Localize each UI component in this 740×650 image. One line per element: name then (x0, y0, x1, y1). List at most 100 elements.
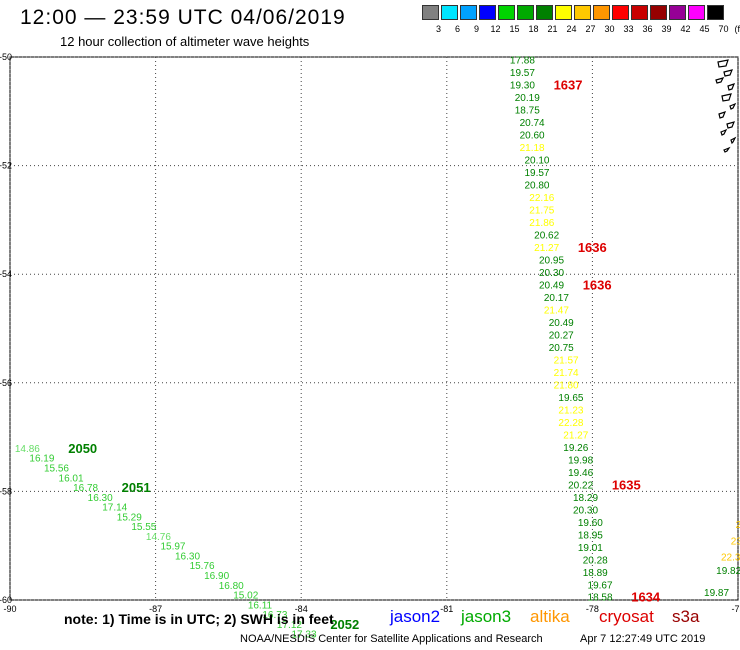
swh-label: 20.17 (544, 293, 569, 304)
swh-label: 21.75 (529, 206, 554, 217)
swh-label: 21.47 (544, 305, 569, 316)
swh-label: 20.49 (539, 281, 564, 292)
credit-line: NOAA/NESDIS Center for Satellite Applica… (240, 633, 543, 645)
swh-label: 19.67 (588, 580, 613, 591)
lon-tick-label: -87 (149, 604, 162, 614)
coastline-island (723, 146, 731, 153)
legend-label-12: 12 (490, 24, 501, 34)
swh-label: 20.19 (515, 93, 540, 104)
swh-label: 21.74 (554, 368, 579, 379)
lon-tick-label: -81 (440, 604, 453, 614)
coastline (715, 59, 737, 153)
legend-swatch-39 (650, 5, 667, 20)
satellite-altika: altika (530, 607, 570, 626)
swh-label: 15.76 (190, 561, 215, 572)
swh-label: 14.76 (146, 532, 171, 543)
swh-label: 18.29 (573, 493, 598, 504)
swh-label: 16.90 (204, 571, 229, 582)
lon-tick-label: -78 (586, 604, 599, 614)
swh-label: 21.57 (554, 355, 579, 366)
generated-timestamp: Apr 7 12:27:49 UTC 2019 (580, 633, 706, 645)
lat-tick-label: -60 (0, 595, 12, 605)
satellite-cryosat: cryosat (599, 607, 654, 626)
legend-label-6: 6 (454, 24, 460, 34)
legend-swatch-21 (536, 5, 553, 20)
swh-label: 16.73 (262, 610, 287, 621)
swh-label: 15.56 (44, 464, 69, 475)
coastline-island (718, 111, 727, 119)
swh-label: 18.58 (588, 593, 613, 604)
legend-swatch-9 (460, 5, 477, 20)
swh-label: 19.60 (578, 518, 603, 529)
swh-label: 16.80 (219, 581, 244, 592)
lat-tick-label: -58 (0, 486, 12, 496)
legend-label-39: 39 (661, 24, 672, 34)
swh-label: 22.16 (529, 193, 554, 204)
swh-labels: 17.8819.5719.3020.1918.7520.7420.6021.18… (15, 56, 740, 641)
axis-ticks: -90 -87 -84 -81 -78 -75 -50 -52 -54 -56 -58 -60 (0, 52, 740, 614)
swh-label: 16.30 (175, 551, 200, 562)
legend-label-36: 36 (642, 24, 653, 34)
swh-label: 20.30 (573, 505, 598, 516)
legend-swatch-42 (669, 5, 686, 20)
swh-label: 15.55 (131, 522, 156, 533)
lat-tick-label: -52 (0, 161, 12, 171)
legend-swatch-36 (631, 5, 648, 20)
coastline-island (720, 128, 728, 136)
page-subtitle: 12 hour collection of altimeter wave hei… (60, 34, 310, 49)
swh-label: 22.37 (721, 553, 740, 564)
page-title: 12:00 — 23:59 UTC 04/06/2019 (20, 6, 346, 29)
swh-label: 19.87 (704, 588, 729, 599)
swh-label: 20.80 (524, 181, 549, 192)
swh-label: 20.10 (524, 156, 549, 167)
swh-label: 20.22 (568, 480, 593, 491)
map-grid (9, 56, 739, 601)
swh-label: 24 (736, 520, 740, 531)
lon-tick-label: -84 (295, 604, 308, 614)
coastline-island (721, 93, 732, 102)
time-label: 1634 (631, 590, 661, 605)
swh-label: 20.60 (520, 131, 545, 142)
swh-label: 19.82 (716, 566, 740, 577)
swh-label: 21.27 (534, 243, 559, 254)
legend-label-42: 42 (680, 24, 691, 34)
time-label: 2050 (68, 441, 97, 456)
footer-note: note: 1) Time is in UTC; 2) SWH is in fe… (64, 611, 334, 627)
swh-label: 20.74 (520, 118, 545, 129)
coastline-island (729, 102, 737, 110)
satellite-jason2: jason2 (390, 607, 441, 626)
swh-label: 22.28 (558, 418, 583, 429)
legend-swatch-27 (574, 5, 591, 20)
swh-label: 17.14 (102, 503, 127, 514)
lon-tick-label: -90 (3, 604, 16, 614)
time-label: 1635 (612, 477, 641, 492)
legend-label-15: 15 (509, 24, 520, 34)
swh-label: 20.30 (539, 268, 564, 279)
swh-label: 19.01 (578, 543, 603, 554)
legend-label-30: 30 (604, 24, 615, 34)
coastline-island (730, 136, 737, 145)
legend-swatch-6 (441, 5, 458, 20)
lon-tick-label: -75 (731, 604, 740, 614)
legend-label-21: 21 (547, 24, 558, 34)
swh-label: 20.49 (549, 318, 574, 329)
swh-label: 16.30 (88, 493, 113, 504)
legend-swatch-15 (498, 5, 515, 20)
coastline-island (727, 83, 736, 91)
swh-label: 21.23 (558, 405, 583, 416)
swh-label: 16.19 (29, 454, 54, 465)
time-label: 2051 (122, 480, 151, 495)
legend-swatch-45 (688, 5, 705, 20)
swh-label: 16.11 (248, 600, 273, 611)
time-label: 1636 (583, 278, 612, 293)
legend-swatch-33 (612, 5, 629, 20)
legend-unit: (ft) (734, 24, 740, 34)
swh-label: 21.86 (529, 218, 554, 229)
legend-label-24: 24 (566, 24, 577, 34)
legend-label-33: 33 (623, 24, 634, 34)
swh-label: 19.46 (568, 468, 593, 479)
time-label: 2052 (330, 617, 359, 632)
swh-label: 19.65 (558, 393, 583, 404)
swh-label: 18.75 (515, 106, 540, 117)
